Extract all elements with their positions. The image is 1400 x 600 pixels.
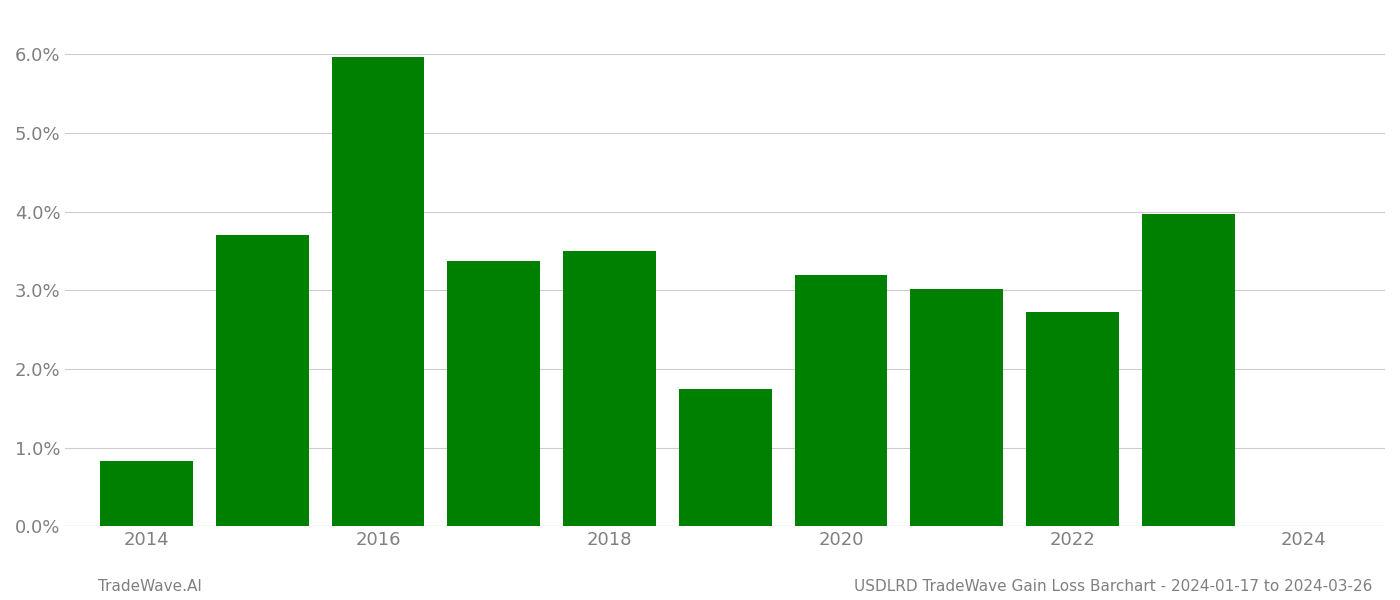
Bar [332,56,424,526]
Bar [1026,312,1119,526]
Bar [448,261,540,526]
Text: USDLRD TradeWave Gain Loss Barchart - 2024-01-17 to 2024-03-26: USDLRD TradeWave Gain Loss Barchart - 20… [854,579,1372,594]
Bar [910,289,1002,526]
Bar [101,461,193,526]
Bar [216,235,308,526]
Bar [795,275,888,526]
Bar [563,251,655,526]
Bar [1142,214,1235,526]
Bar [679,389,771,526]
Text: TradeWave.AI: TradeWave.AI [98,579,202,594]
